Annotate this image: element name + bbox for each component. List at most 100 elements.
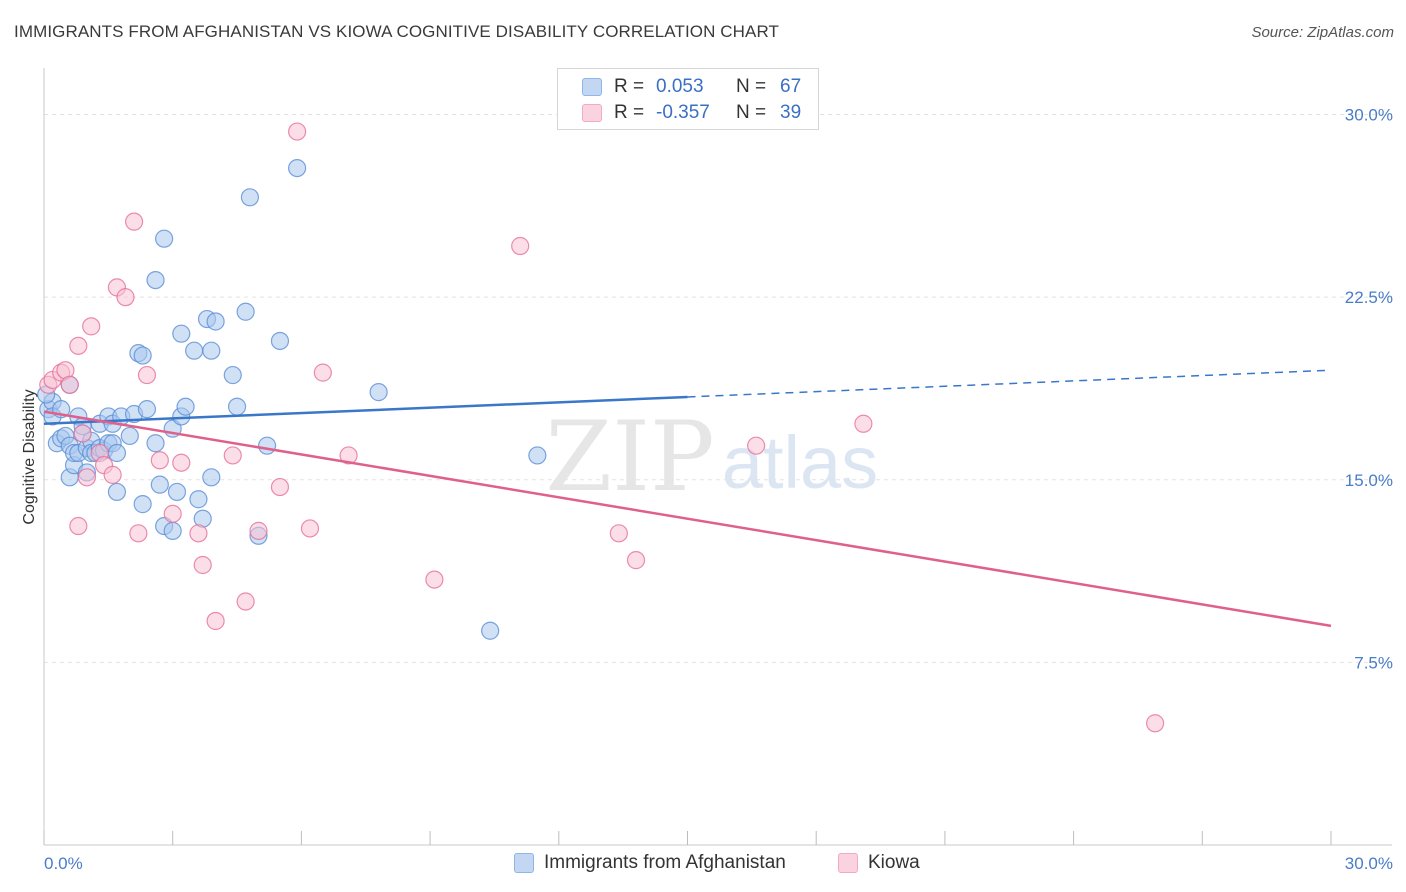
point-afghanistan xyxy=(202,341,221,360)
point-kiowa xyxy=(626,551,646,570)
point-afghanistan xyxy=(236,302,255,321)
legend-n-value: 67 xyxy=(780,76,802,97)
point-afghanistan xyxy=(133,346,152,365)
trend-line-kiowa xyxy=(43,410,1332,628)
point-kiowa xyxy=(249,521,268,540)
point-afghanistan xyxy=(167,482,187,502)
point-kiowa xyxy=(609,524,628,543)
point-kiowa xyxy=(288,122,307,141)
point-kiowa xyxy=(313,363,332,382)
watermark-zip: ZIP xyxy=(545,401,714,513)
trend-lines xyxy=(43,369,1332,628)
point-afghanistan xyxy=(146,270,165,290)
point-afghanistan xyxy=(528,446,547,465)
series-legend: Immigrants from Afghanistan Kiowa xyxy=(0,852,1406,878)
point-kiowa xyxy=(339,446,358,465)
legend-swatch-kiowa xyxy=(582,104,602,122)
point-afghanistan xyxy=(227,397,247,416)
trend-line-afghanistan-extension xyxy=(687,369,1332,398)
tick-labels: 7.5% 15.0% 22.5% 30.0% 0.0% 30.0% xyxy=(44,106,1393,873)
series-legend-afghanistan[interactable]: Immigrants from Afghanistan xyxy=(514,852,786,874)
legend-n-value: 39 xyxy=(780,102,802,123)
point-afghanistan xyxy=(257,436,277,455)
x-tick-label: 0.0% xyxy=(44,854,83,873)
legend-r-label: R = xyxy=(614,76,645,97)
correlation-legend: R = 0.053 N = 67 R = -0.357 N = 39 xyxy=(557,68,819,130)
legend-r-value: 0.053 xyxy=(656,76,704,97)
point-afghanistan xyxy=(176,397,195,416)
point-afghanistan xyxy=(481,621,500,640)
point-kiowa xyxy=(82,317,101,336)
y-tick-label: 7.5% xyxy=(1354,653,1393,672)
point-afghanistan xyxy=(163,521,182,540)
point-kiowa xyxy=(150,451,169,470)
point-kiowa xyxy=(137,365,157,385)
point-kiowa xyxy=(206,611,225,631)
series-legend-kiowa[interactable]: Kiowa xyxy=(838,852,920,874)
point-afghanistan xyxy=(155,229,174,248)
point-kiowa xyxy=(511,236,530,256)
point-kiowa xyxy=(854,414,873,433)
x-tick-label: 30.0% xyxy=(1345,854,1393,873)
legend-row-afghanistan: R = 0.053 N = 67 xyxy=(582,75,801,99)
point-afghanistan xyxy=(137,400,157,419)
y-tick-label: 30.0% xyxy=(1345,106,1393,125)
point-kiowa xyxy=(270,477,290,497)
y-axis-label: Cognitive Disability xyxy=(21,389,38,524)
point-afghanistan xyxy=(240,188,260,207)
point-afghanistan xyxy=(270,331,290,351)
watermark-atlas: atlas xyxy=(722,421,878,504)
series-swatch-afghanistan xyxy=(514,853,534,873)
point-afghanistan xyxy=(133,495,152,514)
y-tick-label: 15.0% xyxy=(1345,471,1393,490)
point-kiowa xyxy=(425,570,444,589)
point-afghanistan xyxy=(146,434,165,453)
series-label-afghanistan: Immigrants from Afghanistan xyxy=(544,852,786,873)
series-label-kiowa: Kiowa xyxy=(868,852,920,873)
point-kiowa xyxy=(60,375,79,394)
point-afghanistan xyxy=(223,365,242,385)
point-kiowa xyxy=(236,592,255,611)
point-kiowa xyxy=(124,212,144,231)
watermark: ZIP atlas xyxy=(545,401,878,513)
point-kiowa xyxy=(116,288,135,307)
point-afghanistan xyxy=(150,475,169,494)
point-kiowa xyxy=(189,524,208,543)
legend-r-value: -0.357 xyxy=(656,102,710,123)
point-afghanistan xyxy=(189,490,208,509)
point-afghanistan xyxy=(288,158,307,178)
point-kiowa xyxy=(69,516,88,536)
point-kiowa xyxy=(163,504,182,523)
point-afghanistan xyxy=(185,341,204,360)
point-afghanistan xyxy=(206,312,225,331)
y-tick-label: 22.5% xyxy=(1345,288,1393,307)
point-kiowa xyxy=(1146,714,1165,733)
point-kiowa xyxy=(223,446,242,465)
point-kiowa xyxy=(747,436,766,455)
gridlines xyxy=(44,114,1392,663)
point-afghanistan xyxy=(107,443,127,463)
trend-line-afghanistan xyxy=(43,395,688,426)
point-kiowa xyxy=(103,465,122,484)
point-afghanistan xyxy=(172,324,191,343)
point-kiowa xyxy=(129,524,148,543)
legend-r-label: R = xyxy=(614,102,645,123)
point-afghanistan xyxy=(202,468,221,487)
series-swatch-kiowa xyxy=(838,853,858,873)
point-afghanistan xyxy=(369,383,388,402)
data-points xyxy=(37,122,1165,733)
chart-title: IMMIGRANTS FROM AFGHANISTAN VS KIOWA COG… xyxy=(14,22,780,41)
point-kiowa xyxy=(172,453,191,472)
point-afghanistan xyxy=(107,482,127,502)
point-kiowa xyxy=(69,336,88,355)
legend-n-label: N = xyxy=(736,76,767,97)
legend-swatch-afghanistan xyxy=(582,78,602,96)
axes xyxy=(43,68,1392,846)
legend-row-kiowa: R = -0.357 N = 39 xyxy=(582,101,801,125)
point-afghanistan xyxy=(120,426,139,446)
point-kiowa xyxy=(77,468,97,487)
legend-n-label: N = xyxy=(736,102,767,123)
point-kiowa xyxy=(73,424,92,443)
point-kiowa xyxy=(300,519,320,538)
